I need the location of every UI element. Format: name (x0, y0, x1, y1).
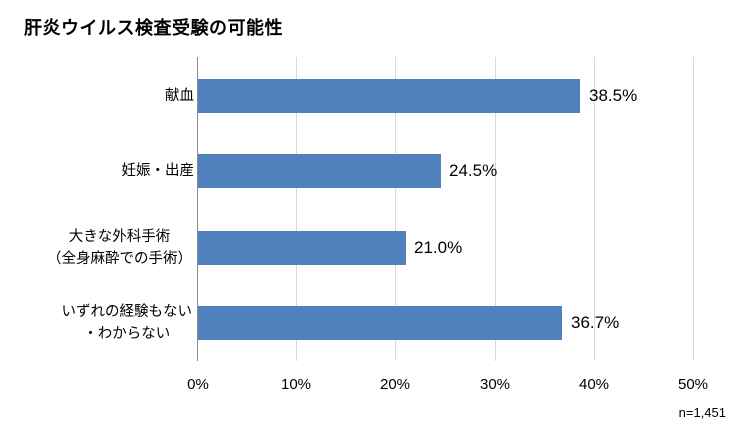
sample-size-note: n=1,451 (678, 405, 726, 420)
x-tick-30: 30% (479, 376, 511, 393)
bar-none (198, 306, 562, 340)
bar-blood-donation (198, 79, 580, 113)
category-label-blood-donation: 献血 (165, 88, 194, 104)
x-tick-10: 10% (280, 376, 312, 393)
gridline-40 (594, 57, 595, 361)
category-label-none: いずれの経験もない ・わからない (61, 304, 193, 342)
x-tick-20: 20% (379, 376, 411, 393)
x-tick-50: 50% (677, 376, 709, 393)
category-label-surgery: 大きな外科手術 （全身麻酔での手術） (47, 229, 192, 267)
bar-surgery (198, 231, 406, 265)
value-label: 36.7% (571, 313, 620, 332)
gridline-10 (296, 57, 297, 361)
bar-pregnancy (198, 154, 441, 188)
value-label: 21.0% (414, 238, 463, 257)
chart-title: 肝炎ウイルス検査受験の可能性 (24, 18, 283, 39)
x-tick-40: 40% (578, 376, 610, 393)
category-label-pregnancy: 妊娠・出産 (121, 163, 195, 179)
value-label: 38.5% (589, 86, 638, 105)
gridline-50 (693, 57, 694, 361)
value-label: 24.5% (449, 161, 498, 180)
gridline-20 (395, 57, 396, 361)
x-tick-0: 0% (187, 376, 209, 393)
category-axis (197, 57, 198, 361)
gridline-30 (495, 57, 496, 361)
plot-area: 38.5% 24.5% 21.0% 36.7% (197, 57, 694, 361)
